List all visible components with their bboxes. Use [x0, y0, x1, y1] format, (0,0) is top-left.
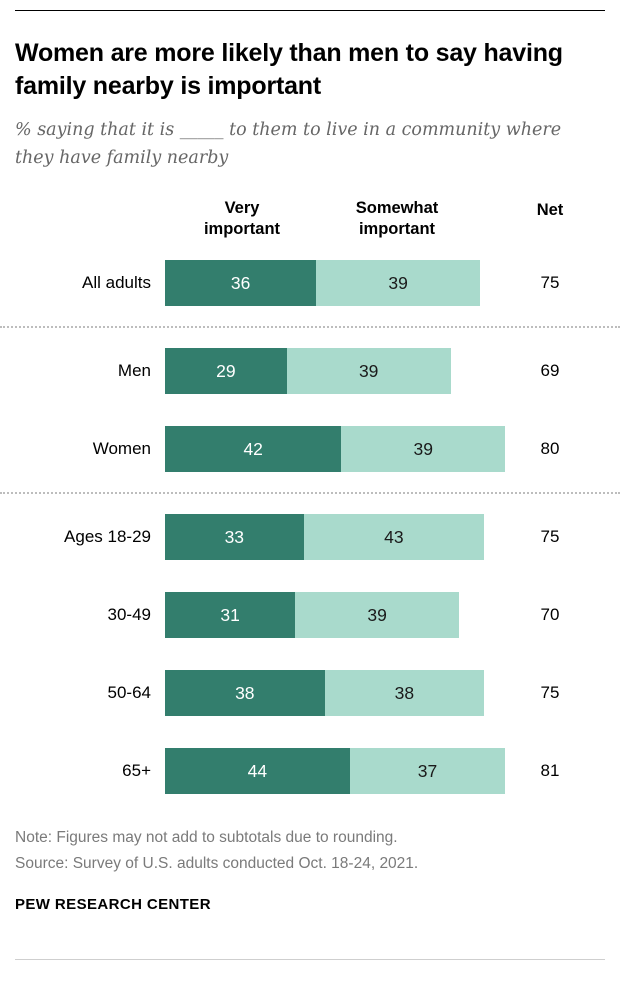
category-label: Women [92, 439, 151, 458]
bar-segment: 44 [165, 748, 350, 794]
series-headers: Very important Somewhat important [165, 198, 515, 244]
net-value: 80 [540, 439, 560, 458]
bar-segment: 31 [165, 592, 296, 638]
chart-subtitle: % saying that it is _____ to them to liv… [15, 120, 562, 168]
chart-row: Ages 18-29 33 43 75 [15, 514, 605, 560]
net-value: 70 [540, 605, 560, 624]
category-label: 50-64 [107, 683, 151, 702]
legend-very-important: Very important [203, 199, 281, 238]
bar-segment: 39 [295, 592, 459, 638]
top-rule [15, 10, 605, 11]
stacked-bar: 42 39 [165, 426, 515, 472]
dotted-separator [0, 492, 620, 494]
net-value: 81 [540, 761, 560, 780]
bar-segment: 42 [165, 426, 342, 472]
net-value: 69 [540, 361, 560, 380]
stacked-bar: 44 37 [165, 748, 515, 794]
note-text: Note: Figures may not add to subtotals d… [15, 829, 398, 846]
stacked-bar: 38 38 [165, 670, 515, 716]
legend-somewhat-important: Somewhat important [355, 199, 439, 238]
bar-segment: 39 [316, 260, 480, 306]
category-label: All adults [82, 273, 151, 292]
bottom-rule [15, 959, 605, 961]
chart-row: Women 42 39 80 [15, 426, 605, 472]
bar-segment: 38 [324, 670, 485, 716]
chart-row: Men 29 39 69 [15, 348, 605, 394]
chart-row: 50-64 38 38 75 [15, 670, 605, 716]
chart-title: Women are more likely than men to say ha… [15, 39, 563, 100]
bar-segment: 37 [349, 748, 506, 794]
bar-segment: 39 [341, 426, 506, 472]
chart-row: 65+ 44 37 81 [15, 748, 605, 794]
chart-row: 30-49 31 39 70 [15, 592, 605, 638]
source-text: Source: Survey of U.S. adults conducted … [15, 855, 419, 873]
page: Women are more likely than men to say ha… [0, 10, 620, 998]
net-value: 75 [540, 683, 560, 702]
stacked-bar: 29 39 [165, 348, 515, 394]
net-value: 75 [540, 273, 560, 292]
category-label: Men [117, 361, 151, 380]
bar-segment: 29 [165, 348, 287, 394]
bar-segment: 43 [303, 514, 485, 560]
bar-segment: 39 [286, 348, 451, 394]
category-label: 30-49 [107, 605, 151, 624]
chart-rows: All adults 36 39 75 Men 29 39 69 Women 42 39 80 Ages… [0, 260, 620, 794]
stacked-bar: 33 43 [165, 514, 515, 560]
stacked-bar: 36 39 [165, 260, 515, 306]
footer-brand: PEW RESEARCH CENTER [15, 896, 211, 914]
stacked-bar-chart: Very important Somewhat important Net Al… [0, 198, 620, 794]
chart-row: All adults 36 39 75 [15, 260, 605, 306]
stacked-bar: 31 39 [165, 592, 515, 638]
category-label: Ages 18-29 [64, 527, 151, 546]
bar-segment: 33 [165, 514, 304, 560]
net-column-header: Net [536, 201, 564, 219]
category-label: 65+ [122, 761, 151, 780]
bar-segment: 36 [165, 260, 317, 306]
net-value: 75 [540, 527, 560, 546]
chart-column-headers: Very important Somewhat important Net [15, 198, 605, 244]
dotted-separator [0, 326, 620, 328]
bar-segment: 38 [165, 670, 325, 716]
notes-block: Note: Figures may not add to subtotals d… [15, 826, 605, 876]
